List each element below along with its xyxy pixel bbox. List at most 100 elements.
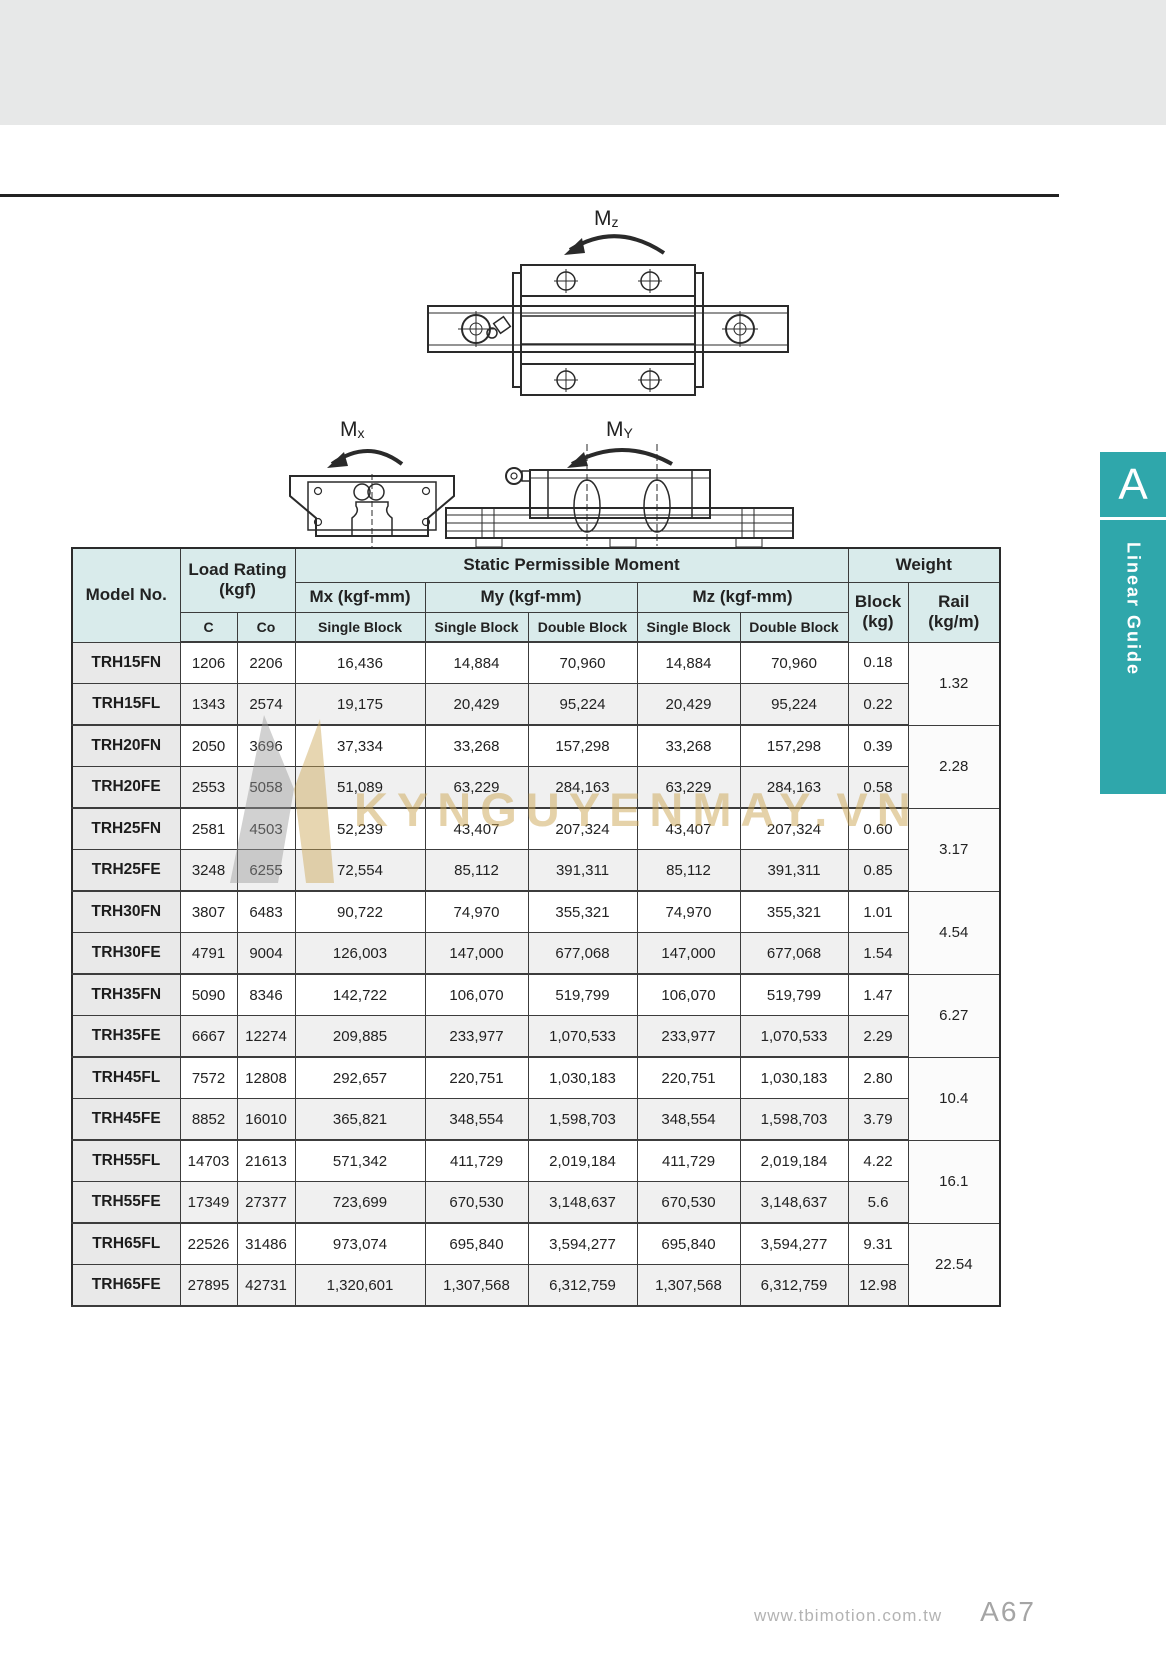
- my-double-cell: 207,324: [527, 807, 638, 850]
- model-no-cell: TRH25FE: [71, 849, 181, 892]
- mx-front-view-diagram: Mx: [282, 414, 462, 554]
- my-double-cell: 1,030,183: [527, 1056, 638, 1099]
- col-header-static-moment: Static Permissible Moment: [294, 547, 849, 583]
- mz-single-cell: 63,229: [636, 766, 741, 809]
- mx-single-cell: 723,699: [294, 1181, 426, 1224]
- co-cell: 9004: [236, 932, 296, 975]
- mz-single-cell: 348,554: [636, 1098, 741, 1141]
- co-cell: 6483: [236, 890, 296, 933]
- col-header-co: Co: [236, 611, 296, 643]
- mz-double-cell: 1,598,703: [739, 1098, 849, 1141]
- my-single-cell: 106,070: [424, 973, 529, 1016]
- table-row: TRH45FE 8852 16010 365,821 348,554 1,598,703 3…: [71, 1098, 1000, 1141]
- co-cell: 12274: [236, 1015, 296, 1058]
- co-cell: 2574: [236, 683, 296, 726]
- mz-single-cell: 233,977: [636, 1015, 741, 1058]
- mz-single-cell: 670,530: [636, 1181, 741, 1224]
- my-double-cell: 6,312,759: [527, 1264, 638, 1307]
- my-double-cell: 3,594,277: [527, 1222, 638, 1265]
- c-cell: 1206: [179, 641, 238, 684]
- my-double-cell: 677,068: [527, 932, 638, 975]
- mz-double-cell: 284,163: [739, 766, 849, 809]
- my-single-cell: 43,407: [424, 807, 529, 850]
- rail-weight-cell: 6.27: [907, 973, 1001, 1058]
- footer-website: www.tbimotion.com.tw: [754, 1606, 943, 1625]
- table-body: TRH15FN 1206 2206 16,436 14,884 70,960 14,884 7…: [71, 641, 1001, 1307]
- block-side-view: [529, 469, 711, 519]
- my-double-cell: 1,070,533: [527, 1015, 638, 1058]
- rail-weight-cell: 3.17: [907, 807, 1001, 892]
- my-double-cell: 284,163: [527, 766, 638, 809]
- table-row: TRH15FL 1343 2574 19,175 20,429 95,224 20,429 9…: [71, 683, 1000, 726]
- rail-weight-cell: 22.54: [907, 1222, 1001, 1307]
- mx-single-cell: 19,175: [294, 683, 426, 726]
- my-single-cell: 63,229: [424, 766, 529, 809]
- rail-weight-cell: 1.32: [907, 641, 1001, 726]
- model-no-cell: TRH55FL: [71, 1139, 181, 1182]
- block-top-view: [520, 264, 696, 396]
- table-row: TRH65FL 22526 31486 973,074 695,840 3,594,277…: [71, 1222, 1001, 1307]
- col-header-model: Model No.: [71, 547, 181, 643]
- model-no-cell: TRH35FE: [71, 1015, 181, 1058]
- block-kg-cell: 0.39: [847, 724, 909, 767]
- my-double-cell: 70,960: [527, 641, 638, 684]
- mz-single-cell: 74,970: [636, 890, 741, 933]
- my-single-cell: 233,977: [424, 1015, 529, 1058]
- mz-single-cell: 33,268: [636, 724, 741, 767]
- mz-double-cell: 1,070,533: [739, 1015, 849, 1058]
- col-header-load-rating: Load Rating (kgf): [179, 547, 296, 613]
- my-double-cell: 95,224: [527, 683, 638, 726]
- my-double-cell: 3,148,637: [527, 1181, 638, 1224]
- block-kg-cell: 3.79: [847, 1098, 909, 1141]
- my-double-cell: 391,311: [527, 849, 638, 892]
- mz-double-cell: 355,321: [739, 890, 849, 933]
- mx-single-cell: 1,320,601: [294, 1264, 426, 1307]
- co-cell: 8346: [236, 973, 296, 1016]
- table-row: TRH25FN 2581 4503 52,239 43,407 207,324 43,407…: [71, 807, 1001, 892]
- col-header-my-single: Single Block: [424, 611, 529, 643]
- c-cell: 7572: [179, 1056, 238, 1099]
- c-cell: 6667: [179, 1015, 238, 1058]
- my-single-cell: 670,530: [424, 1181, 529, 1224]
- mz-single-cell: 85,112: [636, 849, 741, 892]
- col-header-mz: Mz (kgf-mm): [636, 581, 849, 613]
- my-label: MY: [606, 418, 634, 441]
- mx-single-cell: 52,239: [294, 807, 426, 850]
- block-kg-cell: 0.18: [847, 641, 909, 684]
- col-header-my: My (kgf-mm): [424, 581, 638, 613]
- mz-double-cell: 3,594,277: [739, 1222, 849, 1265]
- col-header-c: C: [179, 611, 238, 643]
- col-header-mx-single: Single Block: [294, 611, 426, 643]
- rail-bolt-marks: [475, 508, 763, 548]
- my-double-cell: 519,799: [527, 973, 638, 1016]
- my-single-cell: 695,840: [424, 1222, 529, 1265]
- mx-single-cell: 37,334: [294, 724, 426, 767]
- co-cell: 16010: [236, 1098, 296, 1141]
- mx-single-cell: 973,074: [294, 1222, 426, 1265]
- section-tab: A Linear Guide: [1100, 452, 1166, 794]
- header-rule: [0, 194, 1059, 197]
- rail-top-view: [427, 305, 789, 353]
- mx-label: Mx: [340, 418, 365, 441]
- model-no-cell: TRH15FL: [71, 683, 181, 726]
- my-single-cell: 411,729: [424, 1139, 529, 1182]
- grease-nipple: [486, 315, 512, 339]
- mz-single-cell: 106,070: [636, 973, 741, 1016]
- top-gray-band: [0, 0, 1166, 125]
- my-single-cell: 147,000: [424, 932, 529, 975]
- mx-single-cell: 126,003: [294, 932, 426, 975]
- model-no-cell: TRH15FN: [71, 641, 181, 684]
- c-cell: 17349: [179, 1181, 238, 1224]
- model-no-cell: TRH65FE: [71, 1264, 181, 1307]
- block-kg-cell: 1.47: [847, 973, 909, 1016]
- mz-double-cell: 2,019,184: [739, 1139, 849, 1182]
- spec-table-wrap: Model No. Load Rating (kgf) Static Permi…: [71, 547, 1002, 1307]
- rail-weight-cell: 4.54: [907, 890, 1001, 975]
- block-kg-cell: 2.80: [847, 1056, 909, 1099]
- co-cell: 6255: [236, 849, 296, 892]
- my-single-cell: 74,970: [424, 890, 529, 933]
- mx-single-cell: 365,821: [294, 1098, 426, 1141]
- my-single-cell: 1,307,568: [424, 1264, 529, 1307]
- my-single-cell: 348,554: [424, 1098, 529, 1141]
- block-kg-cell: 1.01: [847, 890, 909, 933]
